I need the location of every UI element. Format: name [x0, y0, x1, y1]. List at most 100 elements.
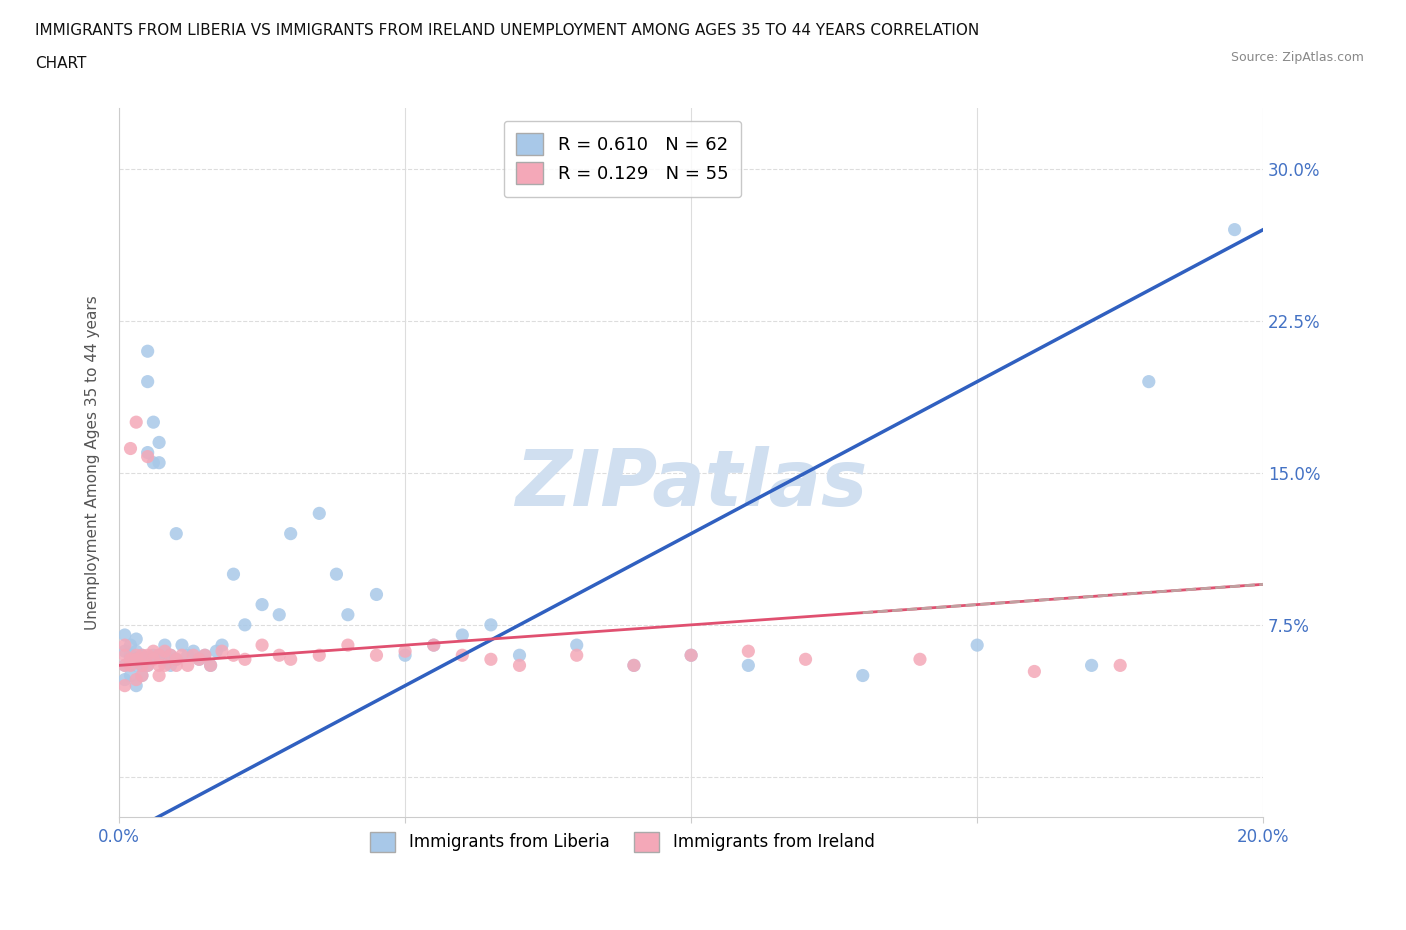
Point	[131, 648, 153, 663]
Point	[148, 435, 170, 450]
Y-axis label: Unemployment Among Ages 35 to 44 years: Unemployment Among Ages 35 to 44 years	[86, 296, 100, 631]
Point	[148, 456, 170, 471]
Point	[200, 658, 222, 672]
Point	[336, 607, 359, 622]
Point	[120, 652, 142, 667]
Point	[142, 456, 165, 471]
Point	[136, 658, 159, 672]
Point	[136, 658, 159, 672]
Point	[233, 652, 256, 667]
Point	[148, 648, 170, 663]
Point	[280, 526, 302, 541]
Point	[194, 648, 217, 663]
Point	[1024, 664, 1046, 679]
Point	[159, 658, 181, 672]
Point	[623, 658, 645, 672]
Point	[479, 652, 502, 667]
Point	[269, 648, 291, 663]
Point	[211, 638, 233, 653]
Point	[422, 638, 444, 653]
Point	[794, 652, 817, 667]
Text: Source: ZipAtlas.com: Source: ZipAtlas.com	[1230, 51, 1364, 64]
Point	[131, 658, 153, 672]
Point	[142, 644, 165, 658]
Point	[188, 652, 211, 667]
Point	[1080, 658, 1102, 672]
Point	[148, 658, 170, 672]
Point	[200, 658, 222, 672]
Point	[125, 631, 148, 646]
Point	[205, 644, 228, 658]
Point	[148, 668, 170, 683]
Point	[165, 658, 187, 672]
Point	[114, 644, 136, 658]
Point	[136, 449, 159, 464]
Point	[159, 648, 181, 663]
Point	[165, 526, 187, 541]
Point	[250, 638, 273, 653]
Point	[131, 658, 153, 672]
Point	[176, 648, 198, 663]
Point	[366, 587, 388, 602]
Point	[114, 638, 136, 653]
Point	[153, 658, 176, 672]
Point	[170, 638, 193, 653]
Point	[623, 658, 645, 672]
Point	[966, 638, 988, 653]
Point	[222, 648, 245, 663]
Point	[451, 648, 474, 663]
Point	[136, 344, 159, 359]
Point	[250, 597, 273, 612]
Point	[308, 506, 330, 521]
Point	[114, 628, 136, 643]
Point	[125, 415, 148, 430]
Point	[176, 658, 198, 672]
Point	[565, 648, 588, 663]
Point	[269, 607, 291, 622]
Point	[114, 648, 136, 663]
Point	[366, 648, 388, 663]
Point	[131, 668, 153, 683]
Point	[142, 648, 165, 663]
Point	[120, 648, 142, 663]
Point	[194, 648, 217, 663]
Legend: Immigrants from Liberia, Immigrants from Ireland: Immigrants from Liberia, Immigrants from…	[364, 825, 882, 858]
Point	[125, 648, 148, 663]
Point	[737, 644, 759, 658]
Point	[136, 374, 159, 389]
Point	[422, 638, 444, 653]
Point	[508, 648, 530, 663]
Point	[153, 652, 176, 667]
Point	[131, 648, 153, 663]
Point	[142, 652, 165, 667]
Point	[908, 652, 931, 667]
Point	[120, 638, 142, 653]
Point	[120, 668, 142, 683]
Point	[188, 652, 211, 667]
Point	[136, 648, 159, 663]
Point	[681, 648, 703, 663]
Text: IMMIGRANTS FROM LIBERIA VS IMMIGRANTS FROM IRELAND UNEMPLOYMENT AMONG AGES 35 TO: IMMIGRANTS FROM LIBERIA VS IMMIGRANTS FR…	[35, 23, 980, 38]
Point	[183, 648, 205, 663]
Point	[681, 648, 703, 663]
Point	[394, 644, 416, 658]
Point	[233, 618, 256, 632]
Point	[308, 648, 330, 663]
Point	[120, 652, 142, 667]
Point	[451, 628, 474, 643]
Point	[336, 638, 359, 653]
Point	[280, 652, 302, 667]
Point	[852, 668, 875, 683]
Point	[125, 658, 148, 672]
Point	[1109, 658, 1132, 672]
Point	[325, 566, 347, 581]
Text: ZIPatlas: ZIPatlas	[515, 446, 868, 522]
Point	[165, 652, 187, 667]
Point	[170, 648, 193, 663]
Point	[508, 658, 530, 672]
Point	[479, 618, 502, 632]
Point	[125, 672, 148, 687]
Point	[159, 648, 181, 663]
Point	[1223, 222, 1246, 237]
Point	[394, 648, 416, 663]
